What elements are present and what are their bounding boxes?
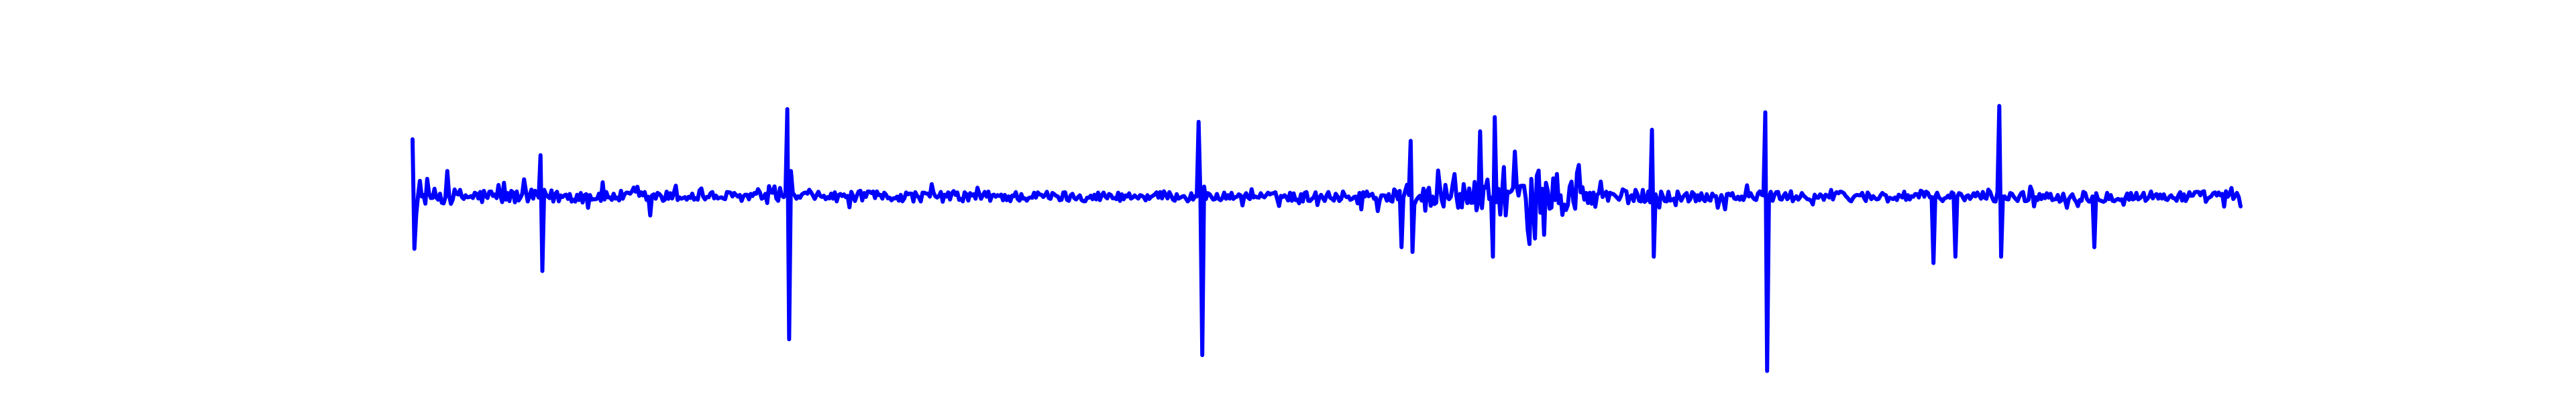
series-line-0 xyxy=(411,104,2243,373)
